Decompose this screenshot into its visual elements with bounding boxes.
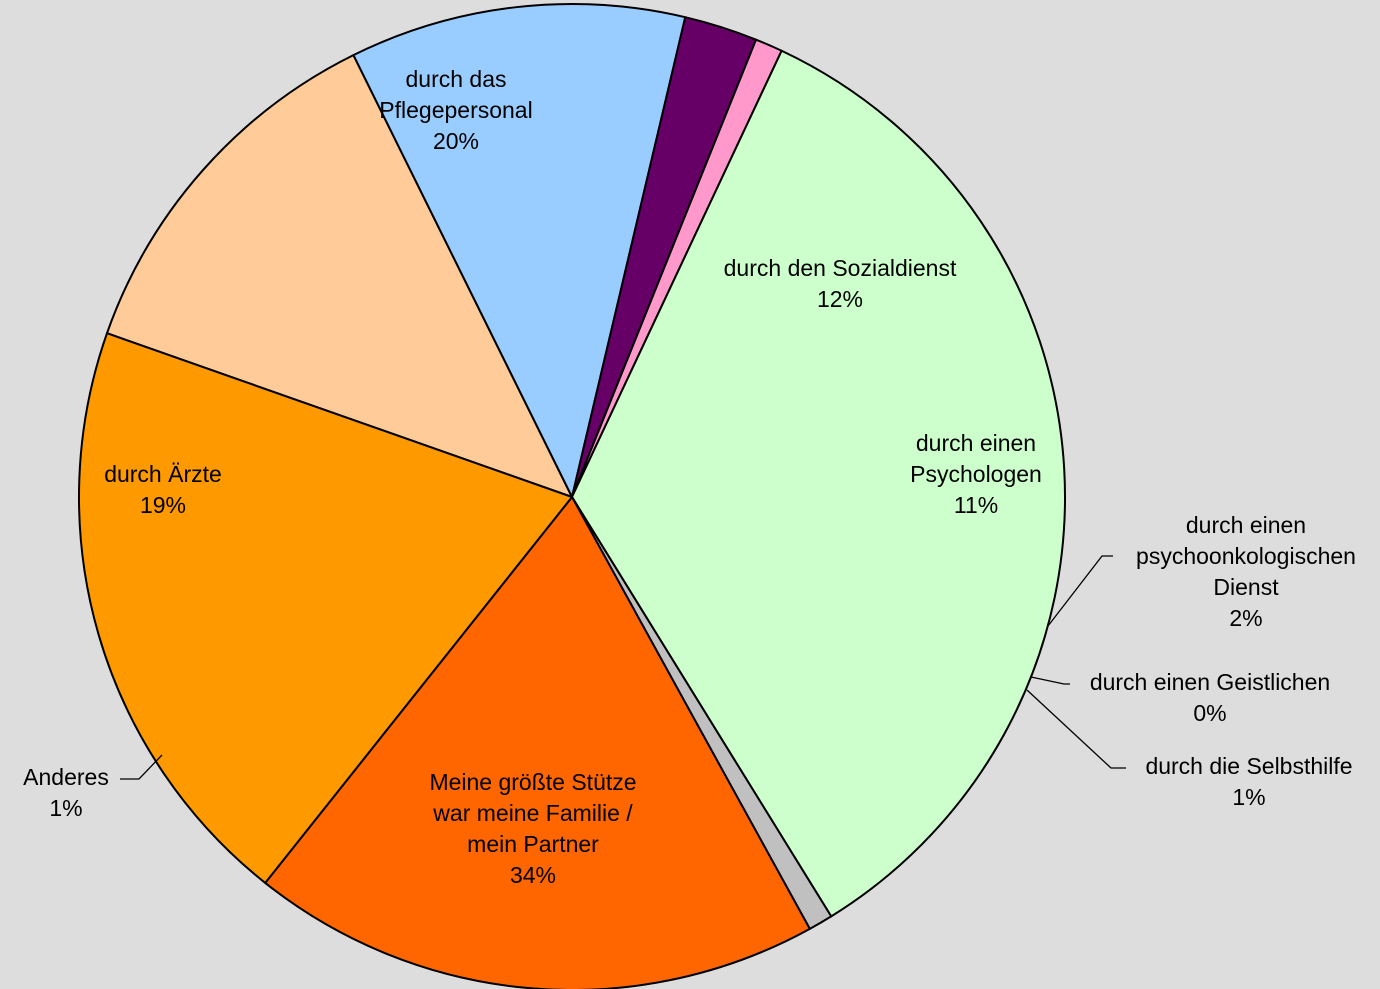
slice-6-label: war meine Familie / — [432, 800, 633, 826]
slice-2-percent-label: 11% — [954, 492, 998, 518]
slice-7-label: Anderes — [23, 764, 109, 790]
leader-lines — [120, 555, 1126, 780]
slice-9-percent-label: 20% — [433, 128, 479, 154]
slice-2-label: durch einen — [916, 430, 1036, 456]
slice-9-label: durch das — [405, 66, 506, 92]
slice-6-label: mein Partner — [467, 831, 599, 857]
slice-1 — [105, 54, 573, 498]
slice-3-label: durch einen — [1186, 512, 1306, 538]
slice-2 — [352, 3, 687, 498]
slice-6-percent-label: 34% — [510, 862, 556, 888]
slice-9 — [77, 332, 573, 884]
slice-5-percent-label: 1% — [1232, 784, 1265, 810]
slice-5-label: durch die Selbsthilfe — [1145, 753, 1352, 779]
slice-5-leader-line — [1026, 689, 1126, 769]
slice-2-label: Psychologen — [910, 461, 1042, 487]
slice-1-percent-label: 12% — [817, 286, 863, 312]
pie-slices — [77, 3, 1066, 989]
slice-4-leader-line — [1030, 676, 1070, 685]
slice-6 — [571, 49, 1066, 918]
slice-6-label: Meine größte Stütze — [429, 769, 636, 795]
slice-1-label: durch den Sozialdienst — [724, 255, 957, 281]
slice-9-label: Pflegepersonal — [379, 97, 532, 123]
slice-labels: durch den Sozialdienst 12% durch einen Psyc… — [23, 66, 1356, 888]
slice-3-label: Dienst — [1213, 574, 1279, 600]
slice-8-label: durch Ärzte — [104, 461, 222, 487]
slice-7-percent-label: 1% — [49, 795, 82, 821]
slice-3-label: psychoonkologischen — [1136, 543, 1356, 569]
slice-8-percent-label: 19% — [140, 492, 186, 518]
slice-4-percent-label: 0% — [1193, 700, 1226, 726]
slice-7-leader-line — [120, 754, 163, 780]
slice-8 — [264, 496, 811, 989]
slice-4-label: durch einen Geistlichen — [1090, 669, 1330, 695]
slice-3-percent-label: 2% — [1229, 605, 1262, 631]
slice-3-leader-line — [1047, 555, 1113, 627]
